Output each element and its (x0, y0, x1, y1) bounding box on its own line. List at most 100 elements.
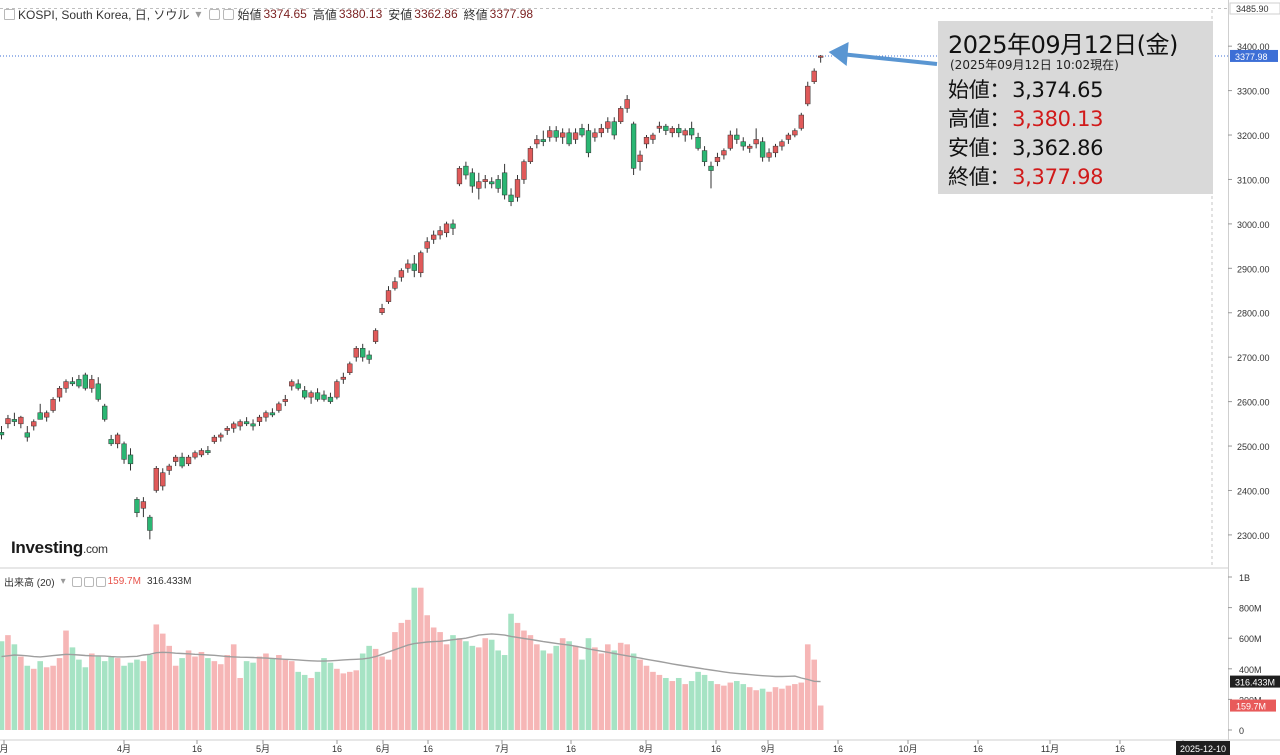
time-tick-label: 16 (711, 744, 721, 754)
candle (689, 121, 695, 140)
time-tick-label: 8月 (639, 744, 653, 754)
volume-bar (766, 691, 772, 730)
volume-bar (282, 659, 289, 730)
candle (31, 419, 37, 431)
symbol-label[interactable]: KOSPI, South Korea, 日, ソウル (18, 7, 190, 22)
candle-body (379, 308, 385, 313)
candle (643, 135, 650, 149)
candle-body (540, 139, 546, 142)
info-open: 始値：3,374.65 (948, 78, 1104, 102)
candle-body (630, 123, 637, 169)
candle (211, 434, 217, 444)
volume-bar (237, 677, 243, 730)
candle (637, 150, 643, 171)
candle (398, 268, 405, 282)
candle-body (785, 134, 792, 140)
volume-bar (469, 645, 476, 730)
candle-body (347, 363, 353, 373)
candle (805, 81, 811, 107)
candle (695, 132, 701, 151)
candle (289, 379, 295, 391)
candle-body (643, 136, 650, 145)
candle (276, 401, 282, 413)
time-tick-label: 16 (973, 744, 983, 754)
volume-bar (437, 632, 443, 730)
candle (437, 226, 443, 240)
candle (185, 454, 192, 467)
candle-body (605, 121, 611, 129)
volume-bar (675, 677, 682, 730)
candle-body (753, 139, 759, 145)
candle (611, 117, 617, 140)
volume-bar (663, 677, 669, 730)
candle-body (89, 379, 95, 389)
volume-bar (508, 613, 514, 730)
candle-body (140, 501, 147, 509)
candle (540, 130, 546, 147)
candle (0, 426, 5, 440)
volume-close-icon[interactable] (95, 576, 106, 587)
candle-body (650, 134, 656, 140)
open-label: 始値 (237, 7, 262, 22)
volume-bar (501, 655, 508, 730)
candle (269, 408, 276, 418)
candle (24, 426, 30, 442)
candle (347, 361, 353, 375)
current-price-label: 3377.98 (1235, 52, 1268, 62)
candle-body (708, 165, 714, 171)
candle (579, 123, 585, 138)
candle-body (611, 121, 617, 136)
volume-bar (495, 650, 501, 730)
candle (334, 379, 340, 400)
volume-settings-icon[interactable] (71, 576, 82, 587)
candle-body (295, 383, 301, 389)
volume-bar (746, 687, 753, 730)
candle (605, 117, 611, 133)
settings-icon[interactable] (209, 8, 221, 20)
volume-bar (114, 658, 121, 730)
candle (134, 497, 140, 518)
volume-bar (592, 647, 598, 730)
volume-bar (172, 665, 179, 730)
end-date-badge (1176, 741, 1230, 755)
volume-label[interactable]: 出来高 (20) (4, 578, 55, 589)
volume-bar (211, 661, 218, 730)
price-tick-label: 3300.00 (1237, 87, 1270, 97)
candle-body (192, 452, 198, 458)
candle-body (450, 223, 456, 229)
volume-bar (417, 587, 424, 730)
candle-body (102, 405, 108, 420)
candle-body (547, 130, 553, 138)
collapse-icon[interactable] (4, 8, 15, 20)
volume-bar (198, 651, 205, 730)
volume-bar (89, 653, 95, 730)
volume-ma-badge (1230, 675, 1280, 688)
candle-body (82, 374, 88, 389)
volume-bar (385, 659, 392, 730)
candle (69, 377, 76, 387)
candle (50, 397, 56, 413)
volume-bar (727, 682, 734, 730)
candle-body (747, 145, 753, 149)
volume-bar (269, 658, 276, 730)
candle (18, 415, 24, 429)
dropdown-chevron-icon[interactable]: ▾ (195, 7, 202, 21)
candle (431, 230, 437, 244)
candle-body (398, 270, 405, 278)
time-tick-label: 9月 (761, 744, 775, 754)
candle (263, 410, 269, 422)
volume-bar (540, 650, 547, 730)
candle-body (50, 399, 56, 411)
volume-dropdown-icon[interactable]: ▾ (60, 576, 66, 587)
volume-bar (772, 687, 779, 730)
arrow-shaft (840, 51, 938, 66)
eye-icon[interactable] (223, 8, 235, 20)
volume-bar (82, 667, 89, 730)
candle-body (701, 150, 708, 162)
volume-eye-icon[interactable] (83, 576, 94, 587)
candle (463, 161, 469, 180)
candle (450, 219, 456, 235)
candle (592, 128, 598, 142)
candle-body (250, 423, 256, 427)
candle-body (624, 99, 630, 109)
